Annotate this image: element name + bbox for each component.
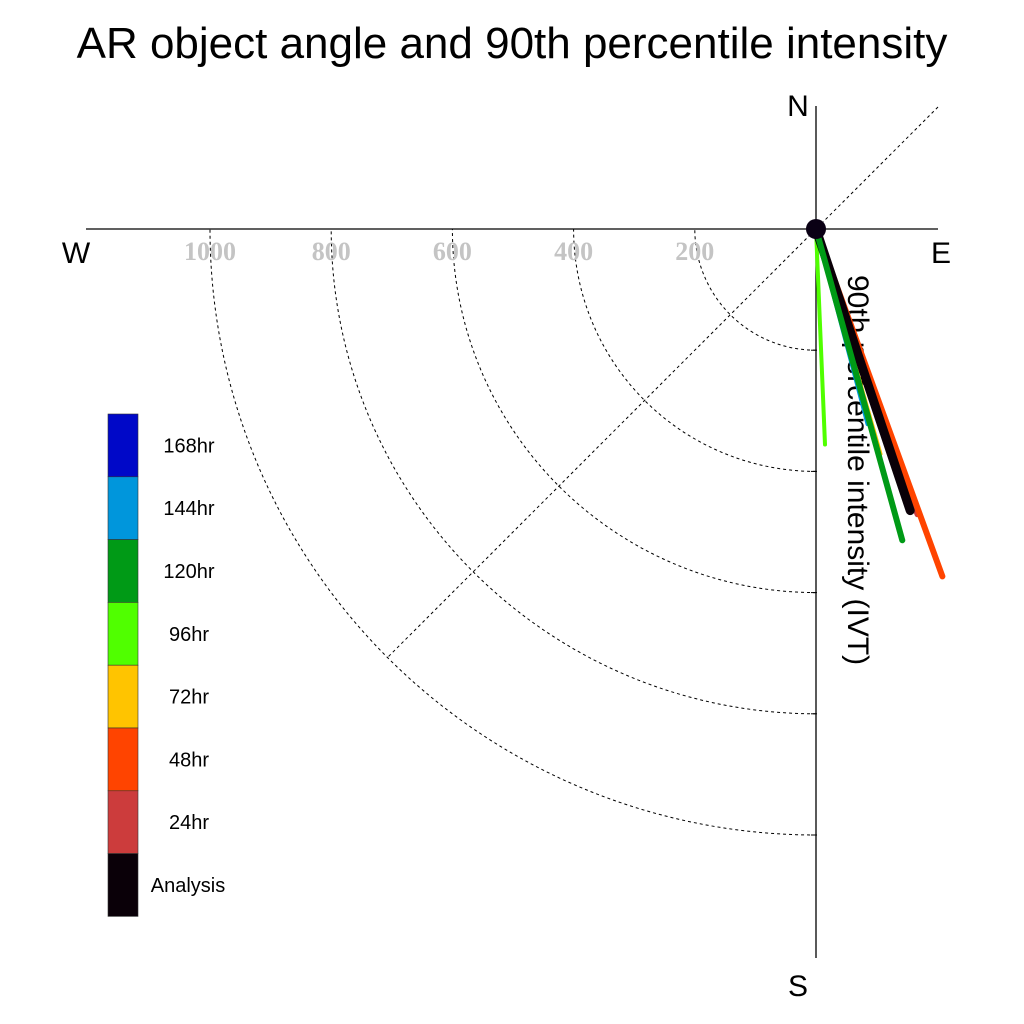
legend-label-120hr: 120hr <box>163 561 214 583</box>
legend-swatch-144hr <box>107 476 139 540</box>
legend-label-144hr: 144hr <box>163 498 214 520</box>
legend-label-96hr: 96hr <box>169 624 209 646</box>
legend-swatch-72hr <box>107 664 139 729</box>
legend-label-168hr: 168hr <box>163 435 214 457</box>
legend-label-72hr: 72hr <box>169 687 209 709</box>
grid-arc-200 <box>694 228 817 351</box>
grid-arc-1000 <box>209 228 817 836</box>
legend: 168hr 144hr 120hr 96hr 72hr 48hr 24hr Analysis <box>107 413 225 917</box>
grid-diagonal <box>387 106 939 658</box>
legend-swatch-96hr <box>107 602 139 666</box>
chart-title: AR object angle and 90th percentile inte… <box>77 19 948 68</box>
legend-swatch-24hr <box>107 790 139 854</box>
legend-swatch-120hr <box>107 539 139 603</box>
legend-label-24hr: 24hr <box>169 812 209 834</box>
compass-south-label: S <box>788 970 808 1003</box>
grid-arc-600 <box>451 228 817 594</box>
vectors-layer <box>811 224 946 580</box>
vector-96hr <box>814 227 827 447</box>
legend-swatch-analysis <box>107 853 139 917</box>
compass-north-label: N <box>787 90 809 123</box>
grid-arc-800 <box>330 228 817 715</box>
legend-swatch-48hr <box>107 727 139 792</box>
tick-label-800: 800 <box>312 237 351 266</box>
legend-label-48hr: 48hr <box>169 749 209 771</box>
origin-marker <box>806 219 826 239</box>
vector-120hr <box>813 226 906 544</box>
tick-label-200: 200 <box>675 237 714 266</box>
tick-label-400: 400 <box>554 237 593 266</box>
compass-east-label: E <box>931 237 951 270</box>
legend-label-analysis: Analysis <box>151 875 225 897</box>
legend-swatch-168hr <box>107 413 139 478</box>
tick-label-600: 600 <box>433 237 472 266</box>
compass-west-label: W <box>62 237 91 270</box>
tick-label-1000: 1000 <box>184 237 236 266</box>
grid-layer <box>209 106 939 836</box>
grid-arc-400 <box>573 228 817 472</box>
radial-tick-labels: 200 400 600 800 1000 <box>184 237 714 266</box>
